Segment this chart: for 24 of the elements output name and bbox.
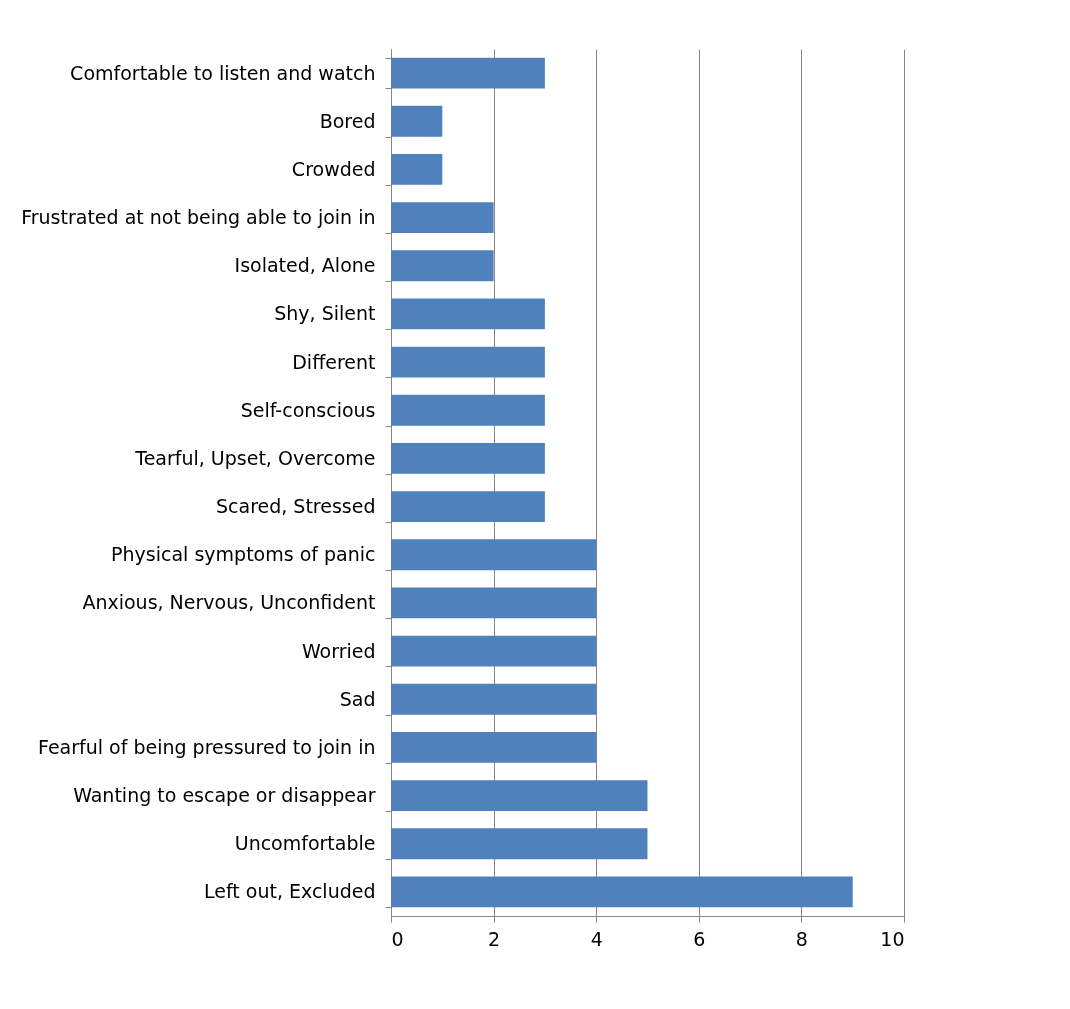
x-tick-label: 2	[488, 927, 501, 950]
y-tick-label: Left out, Excluded	[204, 880, 376, 903]
y-tick-label: Fearful of being pressured to join in	[38, 735, 376, 758]
x-tick-label: 8	[795, 927, 808, 950]
x-tick-label: 4	[590, 927, 603, 950]
y-tick-label: Scared, Stressed	[215, 495, 376, 518]
x-tick-label: 0	[391, 927, 404, 950]
y-tick-label: Self-conscious	[240, 398, 376, 421]
y-tick-label: Wanting to escape or disappear	[73, 784, 376, 807]
y-tick-label: Bored	[319, 109, 376, 132]
y-tick-label: Shy, Silent	[274, 302, 376, 325]
y-tick-label: Physical symptoms of panic	[111, 543, 376, 566]
y-tick-label: Worried	[301, 639, 376, 662]
x-tick-label: 6	[693, 927, 706, 950]
y-tick-label: Different	[292, 350, 376, 373]
x-tick-label: 10	[880, 927, 905, 950]
y-tick-label: Crowded	[291, 157, 376, 180]
y-tick-label: Isolated, Alone	[234, 254, 376, 277]
y-tick-label: Tearful, Upset, Overcome	[134, 446, 376, 469]
y-tick-label: Uncomfortable	[234, 832, 376, 855]
y-tick-label: Frustrated at not being able to join in	[21, 206, 376, 229]
y-tick-label: Anxious, Nervous, Unconfident	[82, 591, 376, 614]
y-tick-label: Comfortable to listen and watch	[70, 61, 376, 84]
y-tick-label: Sad	[339, 687, 376, 710]
